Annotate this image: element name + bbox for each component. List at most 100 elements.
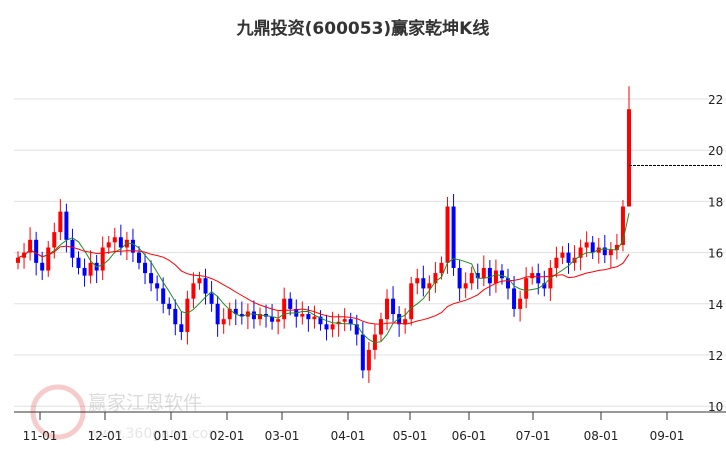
candle-body xyxy=(130,239,135,253)
candle-body xyxy=(427,283,432,289)
x-tick-label: 03-01 xyxy=(265,429,300,443)
x-tick-label: 01-01 xyxy=(154,429,189,443)
candle-body xyxy=(46,247,51,271)
candle-body xyxy=(215,303,220,325)
candle-body xyxy=(602,247,607,256)
candle-body xyxy=(16,257,20,263)
candle-body xyxy=(64,211,69,240)
candle-body xyxy=(155,283,160,289)
candle-body xyxy=(584,242,589,248)
ma-long-line xyxy=(17,245,630,325)
candle-body xyxy=(270,316,275,322)
candle-body xyxy=(627,109,631,207)
candle-body xyxy=(608,250,613,256)
candle-body xyxy=(209,293,214,304)
x-tick-label: 09-01 xyxy=(650,429,685,443)
candle-body xyxy=(512,288,517,309)
candle-body xyxy=(221,319,226,325)
x-tick-label: 07-01 xyxy=(516,429,551,443)
candle-body xyxy=(415,278,420,284)
candle-body xyxy=(469,273,474,284)
candle-body xyxy=(348,319,353,325)
candle-body xyxy=(397,314,402,325)
candle-body xyxy=(536,273,541,284)
candle-body xyxy=(590,242,595,253)
candle-body xyxy=(475,273,480,279)
x-tick-label: 04-01 xyxy=(331,429,366,443)
candle-body xyxy=(439,262,444,274)
candle-body xyxy=(227,308,232,320)
watermark-url: www.360gann.com xyxy=(88,426,222,442)
candle-body xyxy=(239,314,244,317)
candle-body xyxy=(560,252,565,258)
candle-body xyxy=(385,298,390,320)
y-tick-label: 16 xyxy=(708,247,723,261)
y-tick-label: 14 xyxy=(708,298,723,312)
candle-body xyxy=(203,278,208,294)
x-tick-label: 05-01 xyxy=(393,429,428,443)
chart-title: 九鼎投资(600053)赢家乾坤K线 xyxy=(236,19,490,39)
candle-body xyxy=(433,273,438,284)
candle-body xyxy=(409,283,414,320)
candle-body xyxy=(167,303,172,309)
candle-body xyxy=(366,349,371,371)
y-tick-label: 18 xyxy=(708,195,723,209)
candle-body xyxy=(88,262,93,276)
candle-body xyxy=(149,273,154,284)
candle-body xyxy=(457,267,462,289)
candle-body xyxy=(100,247,105,271)
candle-body xyxy=(614,244,619,251)
candle-body xyxy=(530,273,535,279)
candle-body xyxy=(282,298,287,320)
candle-body xyxy=(40,262,45,271)
candle-body xyxy=(76,257,81,268)
candle-body xyxy=(70,239,75,258)
x-tick-label: 12-01 xyxy=(88,429,123,443)
x-tick-label: 08-01 xyxy=(584,429,619,443)
candle-body xyxy=(173,308,178,325)
candle-body xyxy=(445,206,450,263)
candle-body xyxy=(360,334,365,371)
watermark: 赢家江恩软件 www.360gann.com xyxy=(30,384,222,442)
candle-body xyxy=(233,308,238,315)
candle-body xyxy=(136,252,141,263)
watermark-text: 赢家江恩软件 xyxy=(88,392,202,414)
candle-body xyxy=(257,314,262,320)
candle-body xyxy=(318,316,323,325)
candle-body xyxy=(52,232,57,248)
candle-body xyxy=(276,319,281,322)
x-tick-label: 06-01 xyxy=(452,429,487,443)
candle-body xyxy=(82,267,87,276)
candle-body xyxy=(391,298,396,315)
candle-body xyxy=(378,319,383,335)
candle-body xyxy=(161,288,166,304)
candle-body xyxy=(330,324,335,330)
candle-body xyxy=(481,267,486,279)
y-tick-label: 12 xyxy=(708,349,723,363)
candle-body xyxy=(312,316,317,320)
candle-body xyxy=(451,206,456,268)
candle-body xyxy=(112,237,117,243)
candle-body xyxy=(542,283,547,289)
candle-body xyxy=(518,298,523,309)
candle-body xyxy=(191,283,196,299)
candle-body xyxy=(300,314,305,317)
candle-body xyxy=(403,319,408,325)
candle-body xyxy=(499,270,504,279)
candle-body xyxy=(578,247,583,258)
candle-body xyxy=(28,239,33,253)
candle-body xyxy=(421,278,426,289)
y-tick-label: 22 xyxy=(708,93,723,107)
candle-body xyxy=(620,206,625,245)
candle-body xyxy=(463,283,468,289)
candle-body xyxy=(34,239,39,263)
candle-body xyxy=(118,237,123,248)
candle-body xyxy=(566,252,571,263)
candle-body xyxy=(143,262,148,274)
candle-body xyxy=(306,314,311,320)
y-tick-label: 10 xyxy=(708,400,723,414)
y-tick-label: 20 xyxy=(708,144,723,158)
candle-body xyxy=(524,278,529,299)
candle-body xyxy=(506,278,511,289)
